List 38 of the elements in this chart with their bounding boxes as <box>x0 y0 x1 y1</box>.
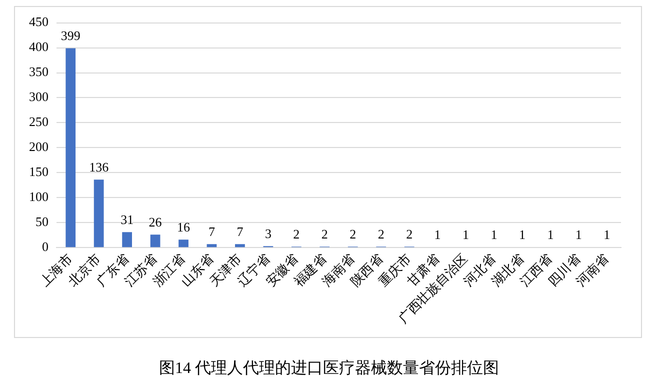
data-label: 26 <box>148 214 162 230</box>
y-tick-label: 200 <box>29 139 48 154</box>
y-tick-label: 0 <box>42 239 48 254</box>
data-label: 31 <box>120 212 134 228</box>
data-label: 7 <box>236 224 244 240</box>
bar <box>122 232 132 248</box>
bar <box>150 234 160 248</box>
y-tick-label: 250 <box>29 114 48 130</box>
y-tick-label: 50 <box>36 214 48 230</box>
data-label: 1 <box>518 227 526 242</box>
data-label: 7 <box>208 224 216 240</box>
data-label: 2 <box>321 226 328 242</box>
y-tick-label: 450 <box>29 14 48 30</box>
data-label: 2 <box>378 226 384 242</box>
data-label: 1 <box>547 227 554 242</box>
bar <box>235 244 245 248</box>
data-label: 1 <box>462 227 470 242</box>
y-tick-label: 100 <box>29 189 48 204</box>
data-label: 136 <box>89 160 110 175</box>
data-label: 2 <box>406 226 413 242</box>
y-tick-label: 350 <box>29 64 48 80</box>
bar <box>66 48 76 248</box>
data-label: 1 <box>490 227 498 242</box>
data-label: 3 <box>264 226 272 242</box>
y-tick-label: 300 <box>29 89 48 104</box>
caption: 图14 代理人代理的进口医疗器械数量省份排位图 <box>158 358 500 379</box>
y-tick-label: 150 <box>29 164 48 180</box>
data-label: 1 <box>434 227 441 242</box>
y-tick-label: 400 <box>29 39 48 54</box>
bar <box>206 244 217 248</box>
bar <box>94 180 104 248</box>
data-label: 16 <box>177 220 191 235</box>
data-label: 1 <box>575 227 582 242</box>
data-label: 1 <box>604 227 610 242</box>
data-label: 399 <box>60 28 80 44</box>
data-label: 2 <box>293 226 300 242</box>
bar <box>178 240 188 248</box>
data-label: 2 <box>350 226 356 242</box>
